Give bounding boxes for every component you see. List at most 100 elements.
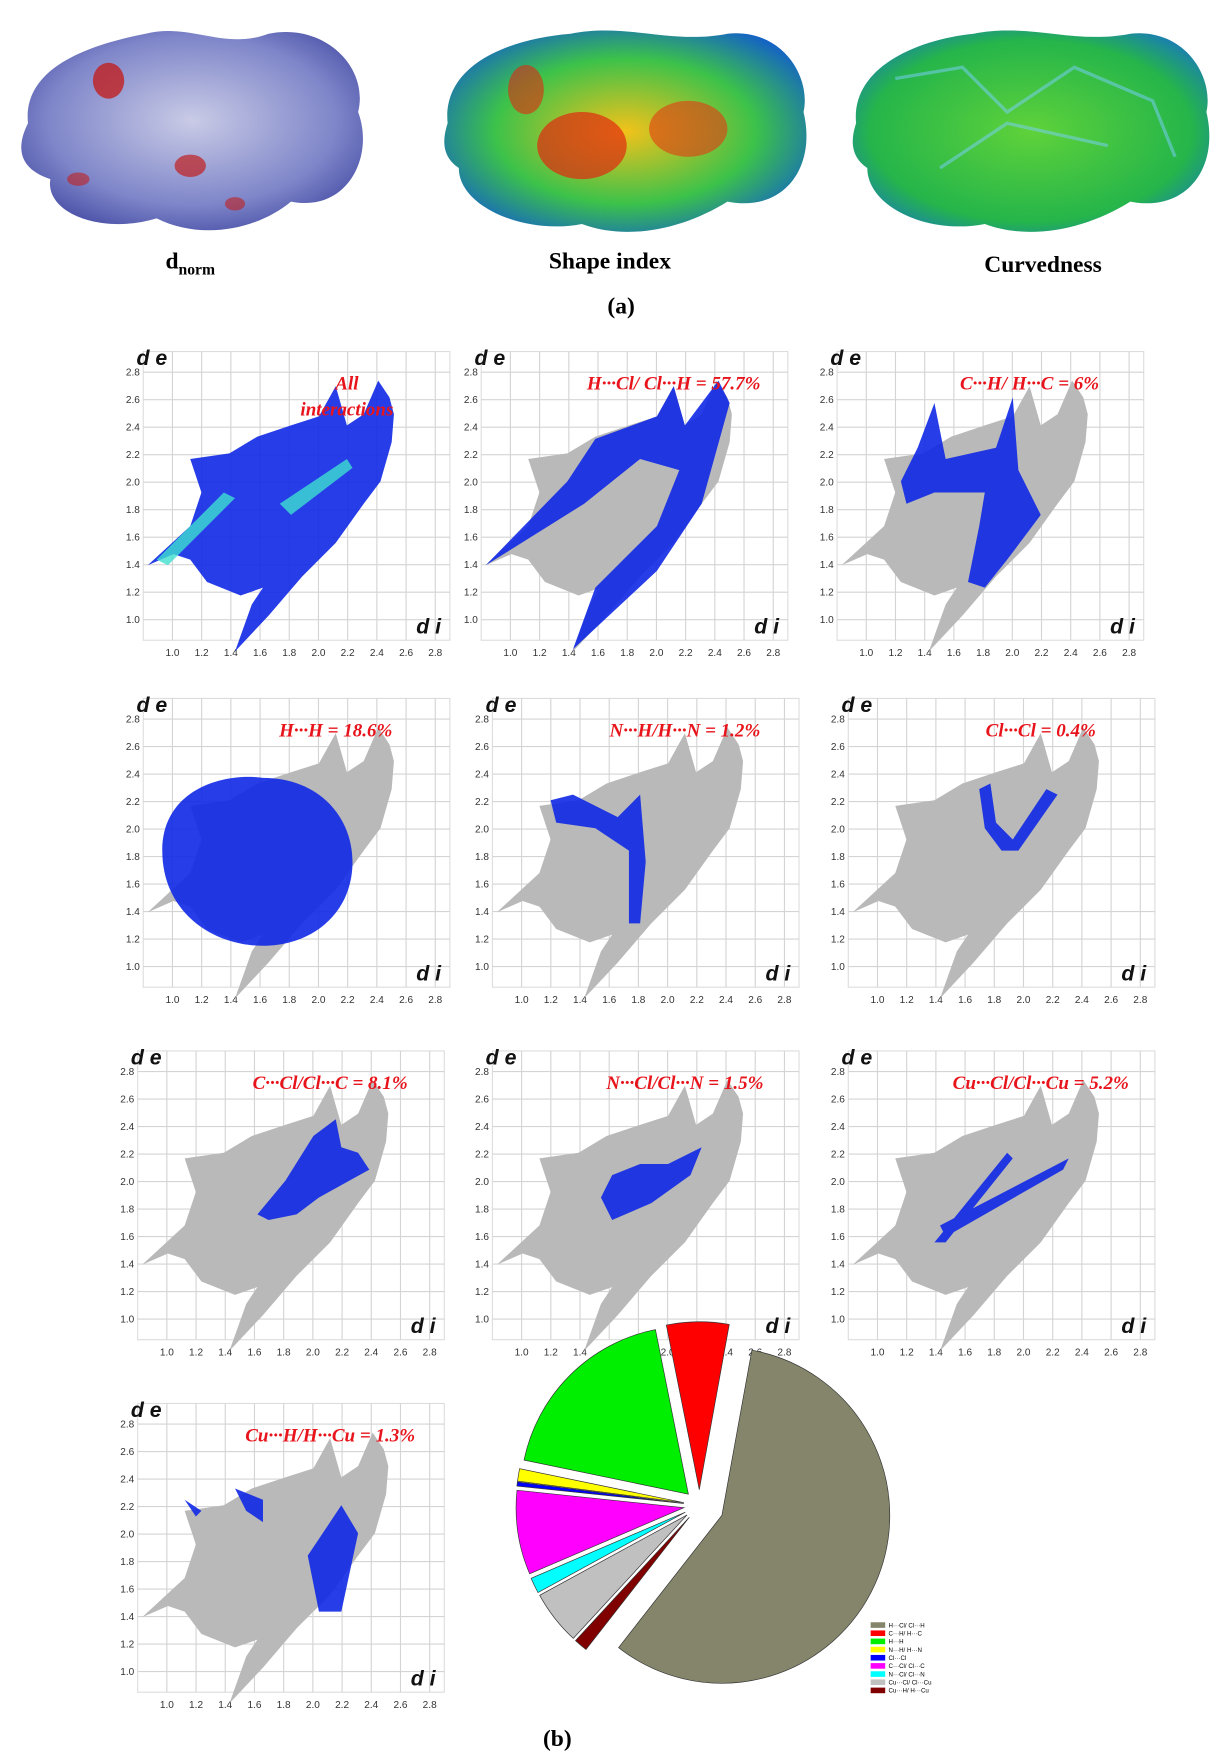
x-tick-label: 2.8 [423, 1347, 437, 1358]
x-tick-label: 2.0 [306, 1347, 320, 1358]
x-tick-label: 2.4 [1064, 648, 1078, 659]
y-tick-label: 2.4 [831, 1122, 845, 1133]
legend-label: Cu···Cl/ Cl···Cu [889, 1679, 932, 1686]
x-tick-label: 2.6 [393, 1700, 407, 1711]
y-tick-label: 1.2 [120, 1639, 134, 1650]
y-tick-label: 1.6 [120, 1232, 134, 1243]
y-tick-label: 1.2 [831, 1287, 845, 1298]
x-tick-label: 2.2 [690, 995, 704, 1006]
y-tick-label: 1.6 [126, 532, 140, 543]
y-tick-label: 2.6 [120, 1094, 134, 1105]
y-tick-label: 1.0 [831, 962, 845, 973]
y-tick-label: 1.4 [464, 560, 478, 571]
y-tick-label: 1.2 [831, 934, 845, 945]
y-tick-label: 1.0 [120, 1314, 134, 1325]
legend-swatch [871, 1630, 886, 1636]
legend-label: N···H/ H···N [889, 1647, 922, 1654]
panel-title: interactions [300, 399, 393, 420]
surface-label: Shape index [549, 249, 671, 275]
x-tick-label: 1.2 [900, 995, 914, 1006]
x-tick-label: 1.0 [503, 648, 517, 659]
x-tick-label: 1.6 [947, 648, 961, 659]
panel-title: All [334, 374, 359, 395]
x-axis-label: d i [1110, 615, 1136, 639]
x-tick-label: 2.6 [399, 995, 413, 1006]
x-tick-label: 2.8 [423, 1700, 437, 1711]
panel-title: C···H/ H···C = 6% [960, 374, 1099, 395]
y-tick-label: 1.4 [831, 1259, 845, 1270]
panel-title: Cu···Cl/Cl···Cu = 5.2% [953, 1073, 1129, 1094]
x-tick-label: 2.0 [1016, 995, 1030, 1006]
x-tick-label: 2.8 [1133, 995, 1147, 1006]
x-axis-label: d i [411, 1314, 437, 1338]
x-axis-label: d i [416, 961, 442, 985]
y-tick-label: 2.4 [464, 423, 478, 434]
y-tick-label: 2.6 [120, 1447, 134, 1458]
legend-swatch [871, 1647, 886, 1653]
y-tick-label: 2.4 [475, 1122, 489, 1133]
x-tick-label: 2.8 [1122, 648, 1136, 659]
y-tick-label: 2.0 [120, 1529, 134, 1540]
y-tick-label: 1.8 [831, 852, 845, 863]
x-axis-label: d i [1121, 1314, 1147, 1338]
x-tick-label: 1.0 [165, 995, 179, 1006]
legend-swatch [871, 1622, 886, 1628]
y-tick-label: 1.4 [120, 1612, 134, 1623]
x-tick-label: 2.2 [335, 1347, 349, 1358]
x-tick-label: 2.2 [1035, 648, 1049, 659]
fingerprint-plot: 1.01.21.41.61.82.02.22.42.62.81.01.21.41… [831, 693, 1155, 1006]
y-tick-label: 1.0 [464, 615, 478, 626]
y-tick-label: 1.0 [831, 1314, 845, 1325]
fingerprint-plot: 1.01.21.41.61.82.02.22.42.62.81.01.21.41… [831, 1045, 1155, 1358]
y-tick-label: 2.6 [831, 1094, 845, 1105]
x-tick-label: 1.8 [987, 1347, 1001, 1358]
panel-title: C···Cl/Cl···C = 8.1% [253, 1073, 408, 1094]
x-tick-label: 2.4 [364, 1347, 378, 1358]
x-axis-label: d i [765, 1314, 791, 1338]
y-tick-label: 2.4 [831, 769, 845, 780]
y-tick-label: 2.6 [464, 395, 478, 406]
surface-label: dnorm [165, 249, 215, 279]
x-tick-label: 1.6 [253, 648, 267, 659]
x-tick-label: 2.4 [1075, 995, 1089, 1006]
x-tick-label: 1.0 [870, 1347, 884, 1358]
caption: (b) [543, 1726, 572, 1752]
x-tick-label: 1.2 [195, 648, 209, 659]
x-tick-label: 1.2 [533, 648, 547, 659]
x-axis-label: d i [1121, 961, 1147, 985]
x-tick-label: 1.2 [544, 1347, 558, 1358]
x-tick-label: 2.4 [370, 995, 384, 1006]
x-tick-label: 2.8 [777, 995, 791, 1006]
x-tick-label: 1.2 [189, 1347, 203, 1358]
caption: (a) [607, 293, 634, 319]
y-tick-label: 2.0 [831, 1177, 845, 1188]
fingerprint-plot: 1.01.21.41.61.82.02.22.42.62.81.01.21.41… [820, 346, 1144, 659]
x-tick-label: 1.6 [247, 1347, 261, 1358]
dnorm-surface [21, 31, 363, 230]
y-tick-label: 2.4 [126, 769, 140, 780]
y-tick-label: 1.8 [831, 1204, 845, 1215]
y-axis-label: d e [131, 1398, 162, 1422]
y-tick-label: 2.0 [464, 477, 478, 488]
y-tick-label: 1.0 [475, 962, 489, 973]
y-tick-label: 1.2 [820, 587, 834, 598]
y-axis-label: d e [830, 346, 861, 370]
x-tick-label: 1.2 [544, 995, 558, 1006]
x-tick-label: 2.6 [393, 1347, 407, 1358]
x-tick-label: 2.2 [679, 648, 693, 659]
y-tick-label: 1.8 [475, 1204, 489, 1215]
y-tick-label: 2.0 [120, 1177, 134, 1188]
x-tick-label: 1.6 [253, 995, 267, 1006]
figure: dnorm Shape index Curvedness (a) (b) 1.0… [0, 0, 1231, 1755]
y-tick-label: 1.4 [831, 907, 845, 918]
y-tick-label: 1.4 [475, 907, 489, 918]
panel-title: Cl···Cl = 0.4% [986, 720, 1096, 741]
legend-label: C···H/ H···C [889, 1630, 923, 1637]
y-tick-label: 2.0 [820, 477, 834, 488]
y-tick-label: 1.4 [475, 1259, 489, 1270]
y-tick-label: 2.0 [126, 477, 140, 488]
y-tick-label: 2.6 [831, 742, 845, 753]
x-tick-label: 1.0 [859, 648, 873, 659]
